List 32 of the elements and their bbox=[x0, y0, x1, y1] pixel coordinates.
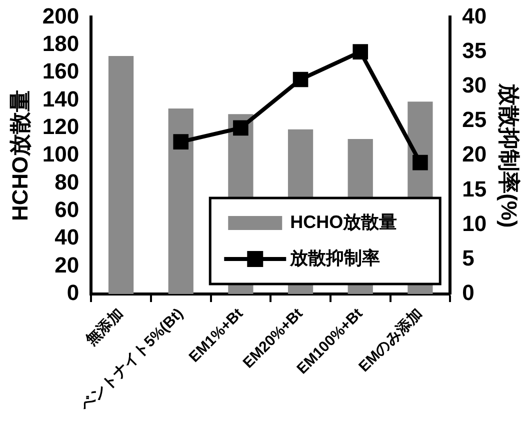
bar bbox=[168, 108, 194, 294]
point bbox=[233, 120, 248, 136]
y2-tick-label: 30 bbox=[462, 72, 487, 98]
y-axis-title: HCHO放散量 bbox=[7, 90, 32, 222]
y2-tick-label: 0 bbox=[462, 280, 474, 306]
y-tick-label: 120 bbox=[42, 114, 80, 139]
y-tick-label: 160 bbox=[42, 58, 80, 84]
point bbox=[352, 44, 368, 60]
y2-axis-title: 放散抑制率(%) bbox=[496, 82, 522, 228]
x-tick-label: 無添加 bbox=[82, 305, 127, 350]
y2-tick-label: 25 bbox=[462, 107, 487, 132]
y2-tick-label: 20 bbox=[462, 142, 487, 167]
y-tick-label: 140 bbox=[42, 86, 80, 112]
y2-tick-label: 40 bbox=[462, 3, 487, 28]
y-tick-label: 40 bbox=[54, 224, 80, 250]
y2-tick-label: 10 bbox=[462, 210, 487, 236]
y-tick-label: 80 bbox=[54, 169, 80, 194]
bar bbox=[108, 56, 134, 294]
point bbox=[292, 72, 308, 88]
y2-tick-label: 35 bbox=[462, 38, 487, 63]
y2-tick-label: 5 bbox=[462, 246, 474, 271]
y-tick-label: 0 bbox=[66, 280, 80, 306]
point bbox=[412, 154, 428, 170]
legend-label: 放散抑制率 bbox=[289, 248, 380, 268]
y-tick-label: 100 bbox=[42, 142, 80, 167]
y-tick-label: 20 bbox=[54, 252, 80, 278]
y2-tick-label: 15 bbox=[462, 176, 487, 202]
y-tick-label: 60 bbox=[54, 197, 80, 222]
point bbox=[173, 134, 189, 150]
y-tick-label: 200 bbox=[42, 3, 80, 28]
legend-label: HCHO放散量 bbox=[290, 212, 398, 232]
y-tick-label: 180 bbox=[42, 30, 80, 56]
